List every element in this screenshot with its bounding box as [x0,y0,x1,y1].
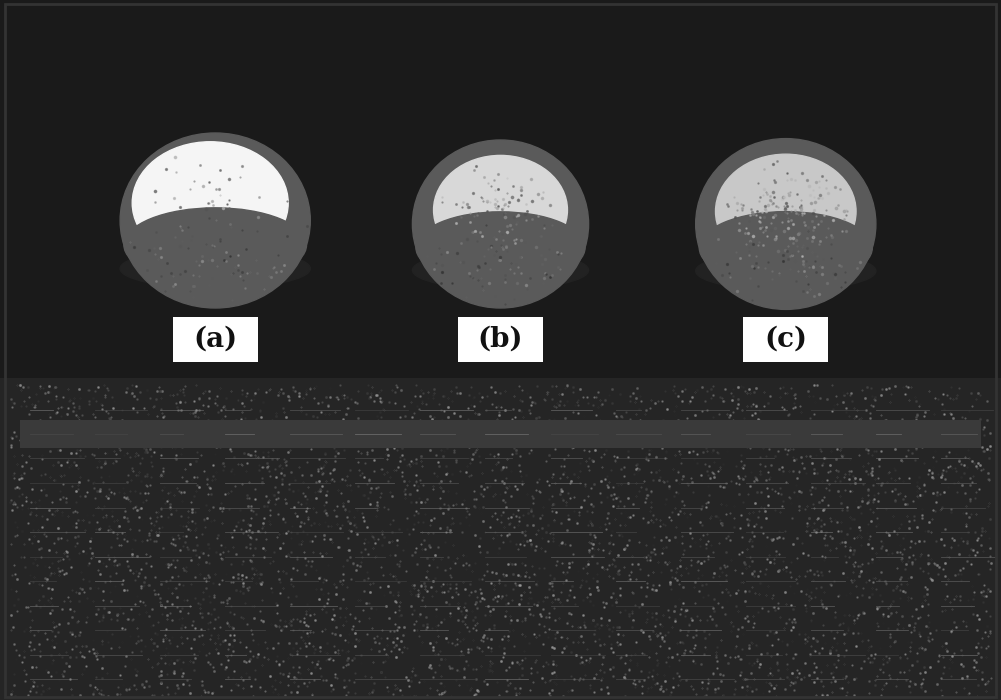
Ellipse shape [120,133,310,308]
Text: (c): (c) [765,326,807,353]
FancyBboxPatch shape [743,316,829,363]
Bar [20,420,981,448]
Ellipse shape [700,211,872,284]
Text: (a): (a) [193,326,237,353]
Bar [0,378,1001,700]
Ellipse shape [412,140,589,308]
Ellipse shape [412,251,589,289]
Ellipse shape [124,208,306,282]
Ellipse shape [696,139,876,309]
Ellipse shape [716,154,856,269]
Ellipse shape [696,252,876,290]
Ellipse shape [433,155,568,265]
Ellipse shape [416,212,585,284]
Ellipse shape [132,141,288,264]
Ellipse shape [120,249,310,288]
FancyBboxPatch shape [172,316,258,363]
FancyBboxPatch shape [458,316,543,363]
Text: (b): (b) [477,326,524,353]
